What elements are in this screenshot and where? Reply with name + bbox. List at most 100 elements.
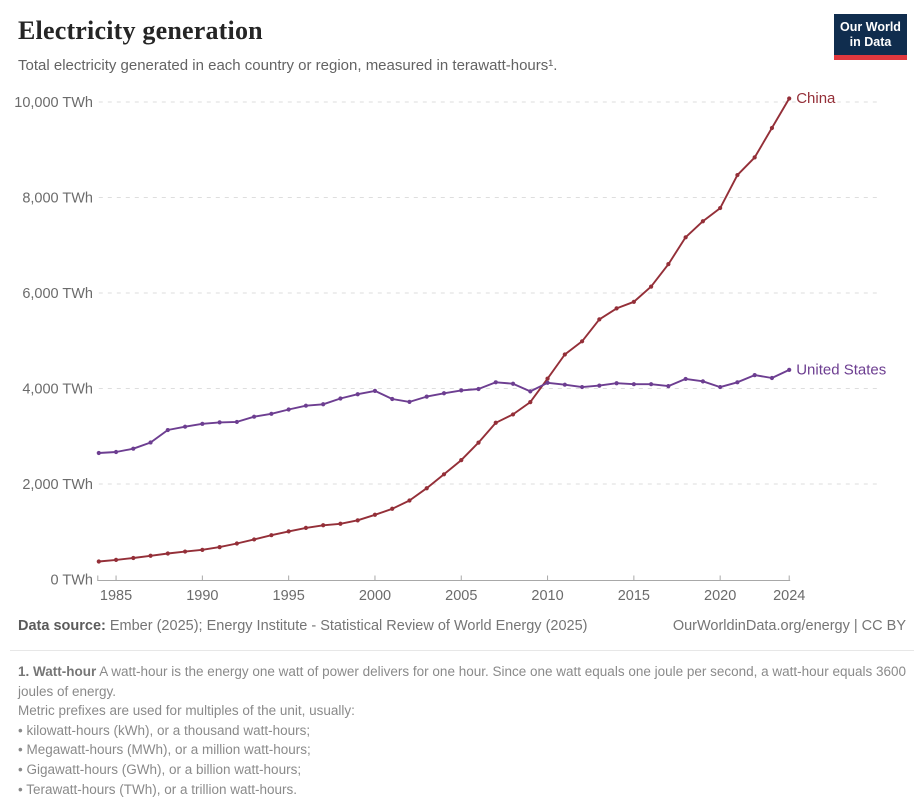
series-point-china <box>441 472 447 477</box>
series-point-united-states <box>355 392 360 397</box>
footer-divider <box>10 650 914 651</box>
footnote-bullet: • Megawatt-hours (MWh), or a million wat… <box>18 742 311 758</box>
footnote-bullet: • kilowatt-hours (kWh), or a thousand wa… <box>18 722 311 738</box>
series-point-china <box>666 262 671 267</box>
series-point-united-states <box>148 440 153 445</box>
series-point-china <box>148 553 153 558</box>
y-gridlines <box>98 101 877 485</box>
series-point-united-states <box>700 379 706 384</box>
series-point-china <box>234 541 239 546</box>
series-point-united-states <box>165 427 170 433</box>
x-tick-label: 2024 <box>773 588 805 604</box>
series-point-china <box>787 96 792 101</box>
series-point-china <box>269 533 274 538</box>
series-line-china <box>97 97 791 563</box>
series-point-united-states <box>735 380 740 385</box>
x-axis <box>97 575 791 581</box>
series-point-china <box>113 557 119 562</box>
series-point-china <box>614 306 619 311</box>
series-point-united-states <box>718 384 723 390</box>
y-tick-label: 8,000 TWh <box>22 191 93 207</box>
series-point-china <box>769 125 775 131</box>
x-axis-labels: 1985 1990 1995 2000 2005 2010 2015 2020 2024 <box>100 588 805 604</box>
series-point-united-states <box>787 367 792 372</box>
footnote-bullet: • Gigawatt-hours (GWh), or a billion wat… <box>18 761 302 777</box>
series-point-china <box>131 555 136 561</box>
series-point-united-states <box>183 424 188 429</box>
page-title: Electricity generation <box>18 16 263 45</box>
series-point-china <box>407 498 412 503</box>
series-point-united-states <box>614 381 619 386</box>
series-point-united-states <box>407 399 412 404</box>
x-tick-label: 2005 <box>445 588 477 604</box>
x-tick-label: 2000 <box>359 588 391 604</box>
footer-link[interactable]: OurWorldinData.org/energy | CC BY <box>672 618 906 634</box>
footnote-lead: 1. Watt-hour <box>18 664 97 679</box>
series-point-china <box>752 155 757 160</box>
series-point-china <box>493 420 498 425</box>
chart-svg: 0 TWh 2,000 TWh 4,000 TWh 6,000 TWh 8,000 TW… <box>14 88 888 604</box>
series-point-china <box>252 537 257 542</box>
series-point-united-states <box>752 373 757 378</box>
series-point-united-states <box>649 382 654 387</box>
series-point-united-states <box>269 411 274 416</box>
series-point-united-states <box>372 388 378 393</box>
series-point-china <box>338 521 343 526</box>
series-point-united-states <box>683 376 688 382</box>
series-point-china <box>372 512 378 517</box>
series-point-united-states <box>597 383 602 388</box>
y-tick-label: 6,000 TWh <box>22 286 93 302</box>
x-tick-label: 2010 <box>531 588 563 604</box>
y-tick-label: 0 TWh <box>51 573 93 589</box>
series-point-china <box>424 486 429 491</box>
footnote-text: A watt-hour is the energy one watt of po… <box>18 664 907 699</box>
series-point-united-states <box>200 421 205 426</box>
series-point-china <box>355 518 360 523</box>
series-point-united-states <box>321 402 326 407</box>
series-point-united-states <box>96 450 101 456</box>
data-source-text: Ember (2025); Energy Institute - Statist… <box>105 618 588 634</box>
series-point-china <box>303 525 309 530</box>
series-point-china <box>183 549 188 554</box>
series-china: China <box>96 88 838 564</box>
footnote-block: 1. Watt-hour A watt-hour is the energy o… <box>18 662 906 799</box>
series-point-china <box>597 317 602 322</box>
series-point-united-states <box>441 391 447 396</box>
series-line-united-states <box>97 368 791 454</box>
series-united-states: United States <box>96 359 888 456</box>
series-point-china <box>545 376 550 381</box>
page-subtitle: Total electricity generated in each coun… <box>18 57 558 74</box>
footnote-metric-line: Metric prefixes are used for multiples o… <box>18 703 355 719</box>
series-point-china <box>683 235 688 240</box>
series-point-united-states <box>286 407 291 412</box>
series-point-united-states <box>545 380 550 385</box>
series-point-china <box>390 506 395 511</box>
series-point-united-states <box>631 382 636 387</box>
series-point-china <box>286 529 291 534</box>
series-point-china <box>165 551 170 556</box>
footer: Data source: Ember (2025); Energy Instit… <box>18 618 906 634</box>
series-point-united-states <box>562 382 567 387</box>
x-tick-label: 1990 <box>186 588 218 604</box>
series-point-united-states <box>252 414 257 419</box>
series-point-china <box>700 219 706 224</box>
series-point-china <box>96 559 101 564</box>
series-point-united-states <box>234 419 239 425</box>
x-tick-label: 1985 <box>100 588 132 604</box>
series-point-united-states <box>303 403 309 408</box>
series-point-china <box>631 299 636 304</box>
series-point-united-states <box>113 449 119 455</box>
series-point-china <box>528 400 533 405</box>
series-point-china <box>200 547 205 552</box>
series-point-united-states <box>769 375 775 381</box>
x-tick-label: 2020 <box>704 588 736 604</box>
x-tick-label: 1995 <box>273 588 305 604</box>
owid-logo[interactable]: Our World in Data <box>834 14 907 60</box>
series-point-china <box>510 412 516 417</box>
owid-logo-line1: Our World <box>840 20 901 34</box>
series-point-china <box>735 172 740 178</box>
series-end-label-china: China <box>796 90 836 107</box>
series-point-united-states <box>338 396 343 401</box>
series-point-united-states <box>459 388 464 393</box>
